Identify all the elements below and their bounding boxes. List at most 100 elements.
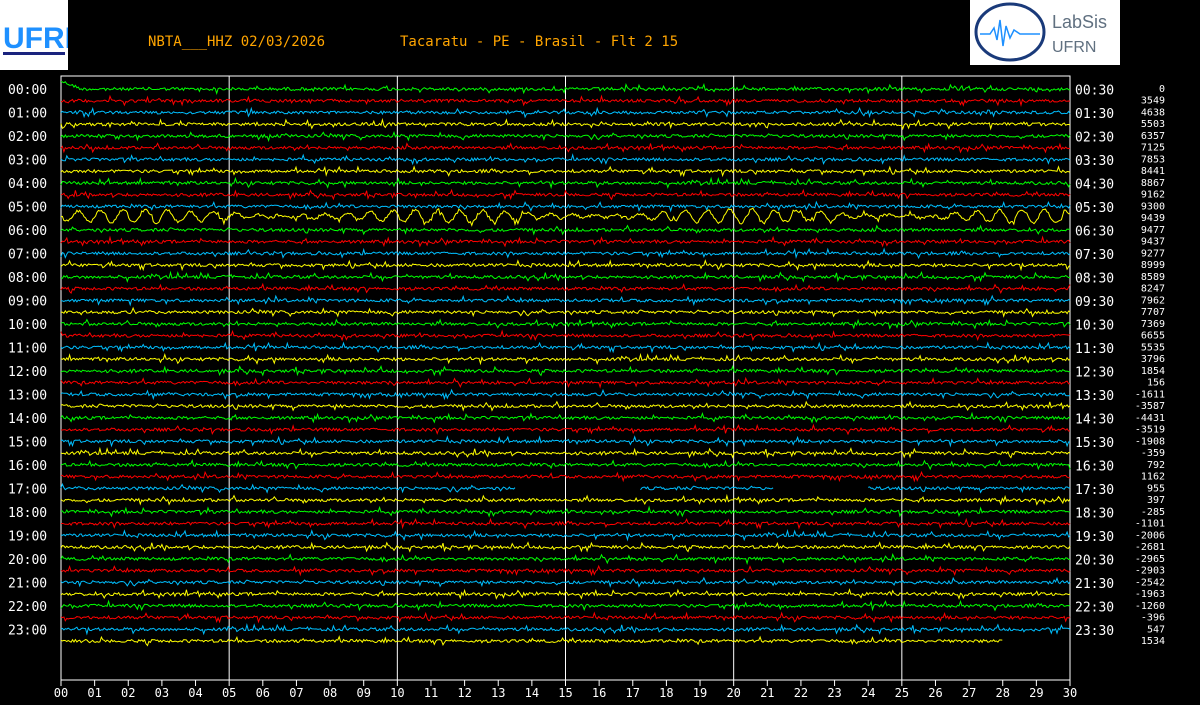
seismic-trace: [60, 270, 1071, 283]
seismic-trace: [60, 165, 1071, 178]
x-tick-label: 18: [659, 686, 673, 700]
right-time-label: 11:30: [1075, 342, 1114, 357]
seismic-trace: [60, 117, 1071, 131]
right-time-label: 14:30: [1075, 413, 1114, 428]
seismic-trace: [60, 541, 1071, 553]
seismic-trace: [60, 94, 1071, 107]
x-tick-label: 16: [592, 686, 606, 700]
offset-label: -1963: [1135, 589, 1165, 600]
seismic-trace: [60, 318, 1071, 330]
seismic-trace: [60, 364, 1071, 377]
left-time-label: 18:00: [8, 506, 47, 521]
offset-label: -3519: [1135, 425, 1165, 436]
x-tick-label: 07: [289, 686, 303, 700]
right-time-label: 16:30: [1075, 460, 1114, 475]
seismic-trace: [60, 576, 1071, 588]
x-tick-label: 10: [390, 686, 404, 700]
seismic-trace: [60, 306, 1071, 318]
seismic-trace: [60, 131, 1071, 143]
right-time-label: 15:30: [1075, 436, 1114, 451]
left-time-label: 02:00: [8, 130, 47, 145]
x-tick-label: 05: [222, 686, 236, 700]
left-time-label: 04:00: [8, 177, 47, 192]
seismic-trace: [60, 459, 1071, 471]
offset-label: 9437: [1141, 237, 1165, 248]
labsis-logo-graphic: LabSis UFRN: [974, 2, 1107, 62]
seismic-trace: [60, 482, 516, 494]
right-time-label: 09:30: [1075, 295, 1114, 310]
x-tick-label: 21: [760, 686, 774, 700]
seismic-trace: [60, 153, 1071, 166]
right-time-label: 00:30: [1075, 84, 1114, 99]
left-time-label: 23:00: [8, 623, 47, 638]
x-tick-label: 03: [155, 686, 169, 700]
left-time-label: 17:00: [8, 482, 47, 497]
seismic-trace: [60, 106, 1071, 119]
labsis-ufrn-text: UFRN: [1052, 39, 1096, 56]
x-tick-label: 11: [424, 686, 438, 700]
x-tick-label: 09: [356, 686, 370, 700]
seismic-trace: [60, 352, 1071, 366]
x-tick-label: 12: [457, 686, 471, 700]
seismic-trace: [868, 485, 1071, 494]
x-tick-label: 01: [87, 686, 101, 700]
station-title: NBTA___HHZ 02/03/2026: [148, 34, 326, 50]
x-tick-label: 30: [1063, 686, 1077, 700]
x-tick-label: 24: [861, 686, 875, 700]
seismic-trace: [60, 553, 1071, 565]
offset-label: -3587: [1135, 401, 1165, 412]
seismic-trace: [60, 400, 1071, 412]
offset-label: 8589: [1141, 272, 1165, 283]
left-time-label: 22:00: [8, 600, 47, 615]
offset-label: 792: [1147, 460, 1165, 471]
right-time-label: 22:30: [1075, 601, 1114, 616]
right-time-label: 21:30: [1075, 577, 1114, 592]
seismic-trace: [60, 435, 1071, 448]
offset-label: 9277: [1141, 248, 1165, 259]
seismic-trace: [60, 200, 1071, 213]
x-tick-label: 23: [827, 686, 841, 700]
location-title: Tacaratu - PE - Brasil - Flt 2 15: [400, 34, 679, 50]
x-tick-label: 26: [928, 686, 942, 700]
right-time-label: 19:30: [1075, 530, 1114, 545]
x-tick-label: 19: [693, 686, 707, 700]
seismic-trace: [60, 376, 1070, 389]
left-time-label: 05:00: [8, 200, 47, 215]
ufrn-logo-graphic: UFRN: [3, 22, 68, 55]
labsis-logo: LabSis UFRN: [970, 0, 1120, 65]
x-tick-label: 27: [962, 686, 976, 700]
left-time-label: 03:00: [8, 153, 47, 168]
offset-label: 0: [1159, 84, 1165, 95]
left-time-label: 06:00: [8, 224, 47, 239]
offset-label: 1534: [1141, 636, 1165, 647]
left-time-label: 16:00: [8, 459, 47, 474]
ufrn-logo: UFRN: [0, 0, 68, 70]
offset-label: -1908: [1135, 436, 1165, 447]
left-time-label: 01:00: [8, 106, 47, 121]
offset-label: 9439: [1141, 213, 1165, 224]
x-tick-label: 08: [323, 686, 337, 700]
x-tick-label: 06: [256, 686, 270, 700]
left-time-label: 12:00: [8, 365, 47, 380]
seismic-trace: [640, 485, 774, 491]
offset-label: 8867: [1141, 178, 1165, 189]
x-tick-label: 00: [54, 686, 68, 700]
x-tick-label: 17: [626, 686, 640, 700]
seismic-trace: [60, 247, 1071, 260]
seismic-trace: [60, 80, 1070, 95]
offset-label: 6357: [1141, 131, 1165, 142]
right-time-label: 07:30: [1075, 248, 1114, 263]
ufrn-logo-text: UFRN: [3, 22, 68, 55]
offset-label: 3549: [1141, 96, 1165, 107]
seismic-trace: [60, 341, 1071, 354]
right-time-label: 04:30: [1075, 178, 1114, 193]
seismic-trace: [60, 388, 1071, 401]
seismic-trace: [60, 529, 1071, 542]
right-time-label: 12:30: [1075, 366, 1114, 381]
right-time-label: 05:30: [1075, 201, 1114, 216]
offset-label: 7707: [1141, 307, 1165, 318]
x-tick-label: 15: [558, 686, 572, 700]
left-time-label: 19:00: [8, 529, 47, 544]
seismic-trace: [60, 564, 1071, 577]
right-time-label: 10:30: [1075, 319, 1114, 334]
